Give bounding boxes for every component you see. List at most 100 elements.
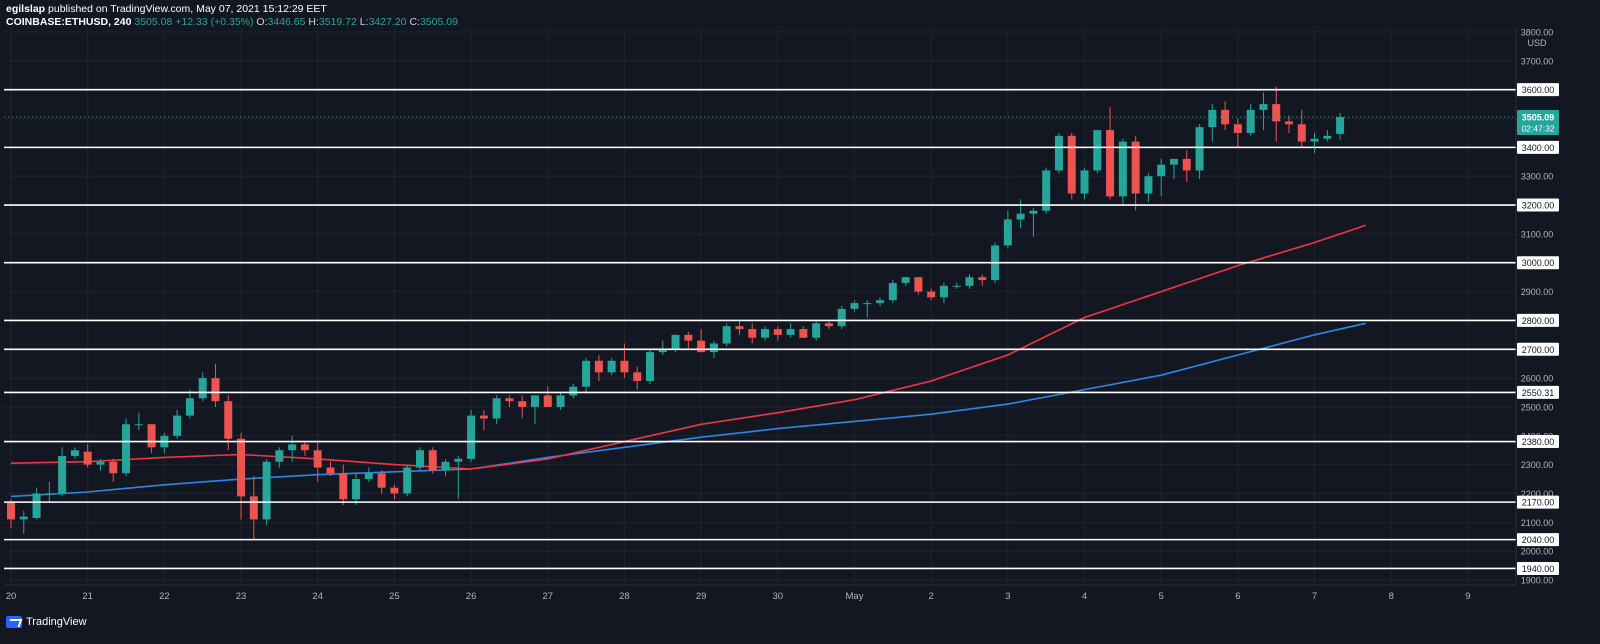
tradingview-brand: TradingView bbox=[26, 616, 87, 628]
x-tick-label: 4 bbox=[1082, 591, 1087, 602]
candle bbox=[1144, 176, 1153, 194]
candle bbox=[1259, 104, 1268, 110]
x-tick-label: 26 bbox=[466, 591, 477, 602]
candle bbox=[147, 424, 156, 448]
candle bbox=[505, 398, 514, 402]
candle bbox=[914, 277, 923, 292]
candle bbox=[1221, 109, 1230, 125]
candle bbox=[326, 467, 335, 474]
level-tag-label: 3200.00 bbox=[1522, 201, 1555, 211]
candle bbox=[300, 444, 309, 451]
candle bbox=[1042, 170, 1051, 211]
candle bbox=[1323, 135, 1332, 139]
x-tick-label: 27 bbox=[542, 591, 553, 602]
tradingview-logo-icon bbox=[6, 616, 22, 628]
candle bbox=[952, 285, 961, 287]
candle bbox=[978, 277, 987, 281]
candle bbox=[1029, 210, 1038, 214]
candle bbox=[556, 395, 565, 407]
level-tag bbox=[1517, 313, 1559, 327]
candle bbox=[1093, 130, 1102, 171]
level-tag bbox=[1517, 385, 1559, 399]
y-tick-label: 2200.00 bbox=[1521, 489, 1554, 499]
candle bbox=[965, 277, 974, 286]
candle bbox=[224, 401, 233, 439]
candle bbox=[620, 360, 629, 373]
candle bbox=[939, 285, 948, 298]
footer: TradingView bbox=[0, 606, 1600, 644]
candle bbox=[876, 300, 885, 304]
candle bbox=[134, 424, 143, 426]
level-tag-label: 1940.00 bbox=[1522, 564, 1555, 574]
candle bbox=[58, 455, 67, 494]
x-tick-label: 2 bbox=[929, 591, 934, 602]
candle bbox=[441, 461, 450, 471]
candle bbox=[684, 334, 693, 341]
x-tick-label: 21 bbox=[82, 591, 93, 602]
candle bbox=[390, 487, 399, 494]
x-tick-label: 20 bbox=[6, 591, 17, 602]
candle bbox=[837, 308, 846, 327]
x-tick-label: 9 bbox=[1465, 591, 1470, 602]
candle bbox=[275, 450, 284, 462]
candle bbox=[748, 329, 757, 338]
level-tag-label: 3000.00 bbox=[1522, 258, 1555, 268]
x-tick-label: 25 bbox=[389, 591, 400, 602]
candle bbox=[1195, 127, 1204, 171]
candle bbox=[1233, 124, 1242, 133]
candle bbox=[543, 395, 552, 407]
candle bbox=[45, 493, 54, 495]
candle bbox=[773, 329, 782, 335]
x-tick-label: 6 bbox=[1235, 591, 1240, 602]
candle bbox=[863, 303, 872, 305]
candle bbox=[1208, 109, 1217, 128]
candle bbox=[658, 349, 667, 353]
candlestick-chart[interactable]: 1900.002000.002100.002200.002300.002400.… bbox=[0, 0, 1600, 606]
candle bbox=[582, 360, 591, 387]
open-label: O: bbox=[256, 16, 268, 28]
publisher-line: egilslap published on TradingView.com, M… bbox=[6, 3, 327, 15]
x-tick-label: 3 bbox=[1005, 591, 1010, 602]
level-tag-label: 2550.31 bbox=[1522, 388, 1555, 398]
candle bbox=[1118, 141, 1127, 197]
candle bbox=[901, 277, 910, 283]
candle bbox=[824, 323, 833, 327]
candle bbox=[697, 340, 706, 353]
publisher-user[interactable]: egilslap bbox=[6, 3, 46, 15]
symbol-line: COINBASE:ETHUSD, 240 3505.08 +12.33 (+0.… bbox=[6, 16, 458, 28]
x-tick-label: 5 bbox=[1159, 591, 1164, 602]
candle bbox=[530, 395, 539, 407]
last-price: 3505.08 bbox=[134, 16, 173, 28]
candle bbox=[850, 303, 859, 309]
candle bbox=[467, 415, 476, 459]
candle bbox=[671, 334, 680, 350]
candle bbox=[173, 415, 182, 436]
symbol-name[interactable]: COINBASE:ETHUSD, 240 bbox=[6, 16, 132, 28]
tradingview-logo[interactable]: TradingView bbox=[6, 616, 87, 628]
low-label: L: bbox=[359, 16, 369, 28]
candle bbox=[786, 329, 795, 335]
candle bbox=[1157, 164, 1166, 177]
level-tag bbox=[1517, 140, 1559, 154]
candle bbox=[249, 496, 258, 520]
countdown-label: 02:47:32 bbox=[1521, 124, 1554, 134]
high-label: H: bbox=[308, 16, 319, 28]
level-tag bbox=[1517, 561, 1559, 575]
candle bbox=[1131, 141, 1140, 194]
candle bbox=[1246, 109, 1255, 133]
x-tick-label: 30 bbox=[773, 591, 784, 602]
candle bbox=[927, 291, 936, 298]
x-tick-label: 22 bbox=[159, 591, 170, 602]
candle bbox=[237, 438, 246, 497]
candle bbox=[198, 378, 207, 399]
candle bbox=[415, 450, 424, 468]
candle bbox=[352, 479, 361, 500]
candle bbox=[1285, 121, 1293, 125]
candle bbox=[32, 493, 41, 518]
close-value: 3505.09 bbox=[419, 16, 458, 28]
level-tag bbox=[1517, 435, 1559, 449]
candle bbox=[1182, 158, 1191, 171]
candle bbox=[569, 386, 578, 396]
level-tag-label: 2380.00 bbox=[1522, 437, 1555, 447]
y-tick-label: 2000.00 bbox=[1521, 547, 1554, 557]
